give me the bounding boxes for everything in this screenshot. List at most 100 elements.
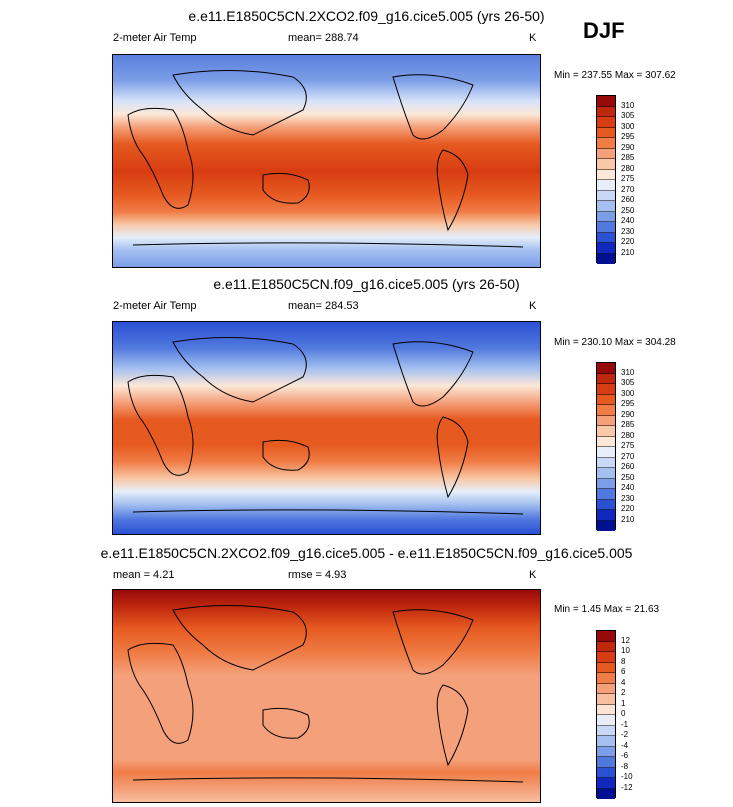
panel-1-title: e.e11.E1850C5CN.2XCO2.f09_g16.cice5.005 … [188, 8, 545, 24]
panel-1-map [112, 54, 541, 268]
cb3-sw [597, 704, 615, 715]
cb-label: 280 [621, 163, 635, 173]
cb1-sw [597, 138, 615, 149]
cb2-sw [597, 405, 615, 416]
cb1-sw [597, 232, 615, 243]
cb-label: 305 [621, 111, 635, 120]
cb-label: 4 [621, 677, 626, 687]
cb3-sw [597, 778, 615, 789]
cb-label: 270 [621, 451, 635, 461]
panel-2-title: e.e11.E1850C5CN.f09_g16.cice5.005 (yrs 2… [213, 276, 520, 292]
cb1-sw [597, 180, 615, 191]
panel-1-minmax: Min = 237.55 Max = 307.62 [554, 70, 676, 81]
season-label: DJF [583, 18, 625, 43]
panel-3-colorbar [596, 630, 616, 799]
cb3-sw [597, 788, 615, 799]
panel-2-minmax: Min = 230.10 Max = 304.28 [554, 337, 676, 348]
panel-1-variable: 2-meter Air Temp [113, 32, 197, 44]
panel-2-variable: 2-meter Air Temp [113, 300, 197, 312]
cb1-sw [597, 148, 615, 159]
cb-label: 220 [621, 504, 635, 513]
panel-2-colorbar-labels: 310 305 300 295 290 285 280 275 270 260 250 240 230 2… [621, 362, 651, 530]
cb-label: -10 [621, 772, 633, 781]
cb1-sw [597, 169, 615, 180]
cb3-sw [597, 673, 615, 684]
panel-3-title: e.e11.E1850C5CN.2XCO2.f09_g16.cice5.005 … [100, 545, 633, 561]
cb-label: 10 [621, 646, 630, 655]
cb-label: -1 [621, 719, 629, 729]
cb3-sw [597, 757, 615, 768]
cb2-sw [597, 489, 615, 500]
cb-label: -2 [621, 730, 629, 739]
cb3-sw [597, 694, 615, 705]
cb3-sw [597, 736, 615, 747]
cb-label: 275 [621, 441, 635, 450]
cb-label: 210 [621, 247, 635, 257]
cb-label: 310 [621, 367, 635, 377]
cb-label: 1 [621, 698, 626, 708]
panel-1-units: K [529, 32, 537, 44]
cb-label: -8 [621, 761, 629, 771]
cb3-sw [597, 767, 615, 778]
panel-2-map-graphic [113, 322, 540, 534]
cb-label: 275 [621, 174, 635, 183]
cb3-sw [597, 715, 615, 726]
panel-1-map-graphic [113, 55, 540, 267]
cb-label: 285 [621, 420, 635, 429]
cb-label: 6 [621, 667, 626, 676]
cb2-sw [597, 373, 615, 384]
panel-3-map-graphic [113, 590, 540, 802]
cb2-sw [597, 478, 615, 489]
cb1-sw [597, 96, 615, 107]
cb2-sw [597, 384, 615, 395]
cb-label: -12 [621, 782, 633, 792]
cb1-sw [597, 117, 615, 128]
cb2-sw [597, 394, 615, 405]
cb2-sw [597, 447, 615, 458]
cb-label: 290 [621, 409, 635, 419]
cb1-sw [597, 190, 615, 201]
panel-2-units: K [529, 300, 537, 312]
cb-label: 220 [621, 237, 635, 246]
cb-label: 260 [621, 462, 635, 471]
cb3-sw [597, 725, 615, 736]
cb3-sw [597, 631, 615, 642]
cb-label: 290 [621, 142, 635, 152]
cb2-sw [597, 426, 615, 437]
panel-2-mean: mean= 284.53 [288, 300, 359, 312]
panel-3-units: K [529, 569, 537, 581]
cb-label: 305 [621, 378, 635, 387]
cb3-sw [597, 641, 615, 652]
cb-label: 210 [621, 514, 635, 524]
cb1-sw [597, 211, 615, 222]
panel-3-map [112, 589, 541, 803]
cb2-sw [597, 510, 615, 521]
cb-label: 300 [621, 388, 635, 398]
cb-label: 240 [621, 483, 635, 492]
cb3-sw [597, 652, 615, 663]
cb-label: 300 [621, 121, 635, 131]
cb1-sw [597, 222, 615, 233]
cb2-sw [597, 436, 615, 447]
cb-label: 270 [621, 184, 635, 194]
cb-label: -6 [621, 751, 629, 760]
cb3-sw [597, 746, 615, 757]
cb3-sw [597, 683, 615, 694]
cb-label: 2 [621, 688, 626, 697]
cb1-sw [597, 243, 615, 254]
cb-label: 310 [621, 100, 635, 110]
cb2-sw [597, 499, 615, 510]
cb-label: 260 [621, 195, 635, 204]
panel-3-mean: mean = 4.21 [113, 569, 175, 581]
panel-1-mean: mean= 288.74 [288, 32, 359, 44]
cb2-sw [597, 520, 615, 531]
panel-1-colorbar-labels: 310 305 300 295 290 285 280 275 270 260 250 240 230 2… [621, 95, 651, 263]
cb1-sw [597, 201, 615, 212]
cb-label: 12 [621, 635, 630, 645]
cb-label: 8 [621, 656, 626, 666]
cb2-sw [597, 363, 615, 374]
panel-3-rmse: rmse = 4.93 [288, 569, 347, 581]
cb-label: 250 [621, 205, 635, 215]
cb-label: 0 [621, 709, 626, 718]
panel-2-colorbar [596, 362, 616, 531]
